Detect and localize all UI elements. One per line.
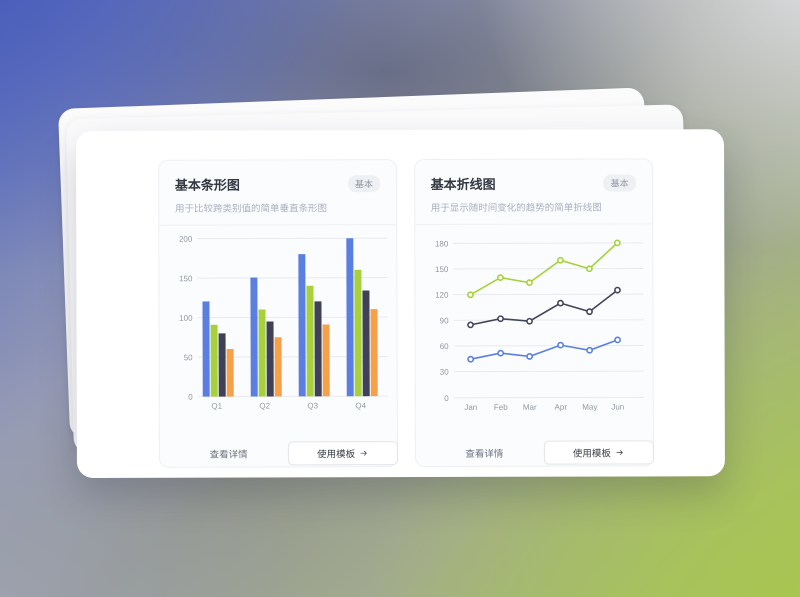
svg-text:Q1: Q1 (211, 402, 222, 411)
svg-text:0: 0 (188, 393, 193, 402)
svg-text:90: 90 (439, 316, 448, 325)
svg-text:180: 180 (435, 240, 449, 249)
svg-text:120: 120 (435, 291, 449, 300)
svg-text:100: 100 (179, 314, 193, 323)
svg-text:50: 50 (184, 353, 193, 362)
svg-text:Q4: Q4 (355, 401, 366, 410)
svg-text:Feb: Feb (494, 403, 508, 412)
svg-text:Mar: Mar (523, 403, 537, 412)
svg-text:30: 30 (440, 368, 449, 377)
svg-text:60: 60 (439, 342, 448, 351)
svg-text:Apr: Apr (554, 403, 567, 412)
svg-text:Q3: Q3 (307, 401, 318, 410)
svg-text:May: May (582, 403, 597, 412)
svg-text:0: 0 (444, 394, 449, 403)
svg-text:Jan: Jan (464, 403, 477, 412)
svg-text:150: 150 (435, 265, 449, 274)
svg-text:200: 200 (179, 235, 193, 244)
svg-text:150: 150 (179, 274, 193, 283)
svg-text:Jun: Jun (611, 403, 624, 412)
svg-text:Q2: Q2 (259, 402, 270, 411)
